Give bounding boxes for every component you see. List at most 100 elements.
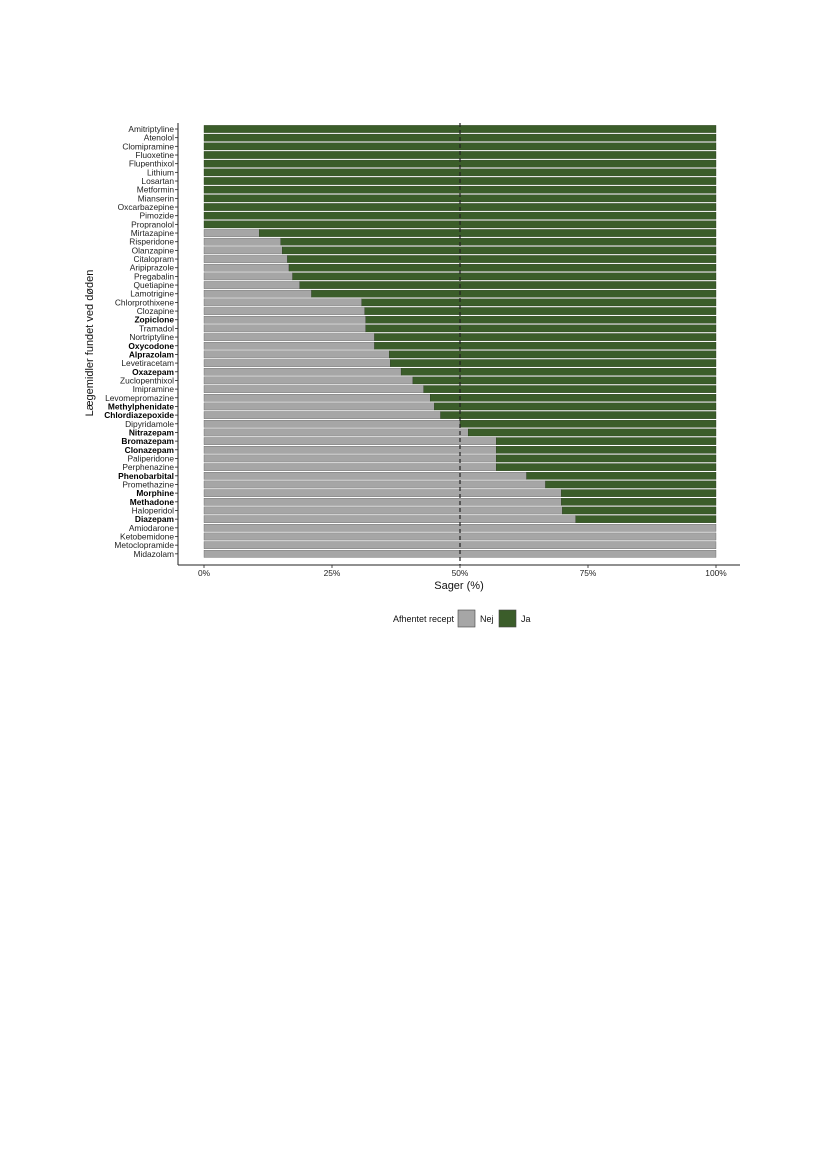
y-tick-label-levetiracetam: Levetiracetam xyxy=(121,358,174,368)
y-axis-title: Lægemidler fundet ved døden xyxy=(84,270,96,417)
y-tick-label-citalopram: Citalopram xyxy=(134,254,175,264)
y-tick-label-midazolam: Midazolam xyxy=(134,549,175,559)
bar-ja-lamotrigine xyxy=(311,289,717,298)
bar-nej-haloperidol xyxy=(203,506,563,515)
bar-ja-aripiprazole xyxy=(288,263,717,272)
y-tick-label-clozapine: Clozapine xyxy=(137,306,175,316)
y-tick-label-metoclopramide: Metoclopramide xyxy=(114,540,174,550)
y-tick-label-levomepromazine: Levomepromazine xyxy=(105,393,174,403)
bar-nej-chlordiazepoxide xyxy=(203,411,441,419)
y-tick-label-olanzapine: Olanzapine xyxy=(132,245,175,255)
bar-nej-paliperidone xyxy=(203,454,497,463)
y-tick-label-pimozide: Pimozide xyxy=(140,211,175,221)
bar-ja-clozapine xyxy=(364,307,717,315)
y-tick-label-methylphenidate: Methylphenidate xyxy=(108,401,174,411)
bar-ja-olanzapine xyxy=(282,246,717,255)
x-tick-label: 25% xyxy=(324,568,341,578)
bar-ja-zopiclone xyxy=(365,315,717,324)
bar-ja-levetiracetam xyxy=(390,359,717,367)
bar-ja-zuclopenthixol xyxy=(412,376,717,385)
bar-ja-nortriptyline xyxy=(374,333,717,341)
bar-nej-quetiapine xyxy=(203,281,300,289)
y-tick-label-amiodarone: Amiodarone xyxy=(129,523,175,533)
y-tick-label-perphenazine: Perphenazine xyxy=(122,462,174,472)
x-tick-label: 0% xyxy=(198,568,211,578)
x-axis-title: Sager (%) xyxy=(434,580,484,592)
y-tick-label-chlordiazepoxide: Chlordiazepoxide xyxy=(104,410,174,420)
bar-ja-clonazepam xyxy=(496,446,717,454)
bar-nej-aripiprazole xyxy=(203,263,290,272)
bar-nej-levetiracetam xyxy=(203,359,391,367)
y-tick-label-chlorprothixene: Chlorprothixene xyxy=(115,297,174,307)
y-tick-label-clomipramine: Clomipramine xyxy=(122,141,174,151)
legend-swatch-nej xyxy=(457,609,476,628)
bar-ja-pregabalin xyxy=(292,272,717,281)
y-tick-label-propranolol: Propranolol xyxy=(131,219,174,229)
bar-nej-perphenazine xyxy=(203,463,497,471)
y-tick-label-oxycodone: Oxycodone xyxy=(128,341,174,351)
x-tick-label: 75% xyxy=(580,568,597,578)
y-tick-label-phenobarbital: Phenobarbital xyxy=(118,471,174,481)
y-tick-label-alprazolam: Alprazolam xyxy=(129,349,174,359)
bar-ja-risperidone xyxy=(280,237,717,246)
bar-ja-haloperidol xyxy=(562,506,717,515)
y-tick-label-bromazepam: Bromazepam xyxy=(121,436,174,446)
bar-ja-methylphenidate xyxy=(434,402,717,411)
y-tick-label-oxazepam: Oxazepam xyxy=(132,367,174,377)
y-tick-label-atenolol: Atenolol xyxy=(144,133,174,143)
y-tick-label-haloperidol: Haloperidol xyxy=(132,505,175,515)
bar-nej-tramadol xyxy=(203,324,366,333)
bar-nej-nitrazepam xyxy=(203,428,469,437)
y-tick-label-risperidone: Risperidone xyxy=(129,237,174,247)
bar-nej-bromazepam xyxy=(203,437,497,445)
legend-label-nej: Nej xyxy=(480,614,494,624)
y-tick-label-oxcarbazepine: Oxcarbazepine xyxy=(118,202,175,212)
bar-ja-chlorprothixene xyxy=(361,298,717,307)
y-tick-label-methadone: Methadone xyxy=(130,497,175,507)
legend-title: Afhentet recept xyxy=(393,614,455,624)
bar-ja-quetiapine xyxy=(299,281,717,289)
y-tick-label-lithium: Lithium xyxy=(147,167,174,177)
bar-nej-methylphenidate xyxy=(203,402,435,411)
y-tick-label-promethazine: Promethazine xyxy=(122,479,174,489)
y-tick-label-clonazepam: Clonazepam xyxy=(125,445,174,455)
bar-nej-zopiclone xyxy=(203,315,366,324)
bar-ja-bromazepam xyxy=(496,437,717,445)
y-tick-label-diazepam: Diazepam xyxy=(135,514,174,524)
y-tick-label-amitriptyline: Amitriptyline xyxy=(128,124,174,134)
bar-nej-pregabalin xyxy=(203,272,293,281)
x-tick-label: 50% xyxy=(452,568,469,578)
x-tick-labels: 0% 25% 50% 75% 100% xyxy=(198,565,727,578)
legend-label-ja: Ja xyxy=(521,614,531,624)
y-tick-label-mianserin: Mianserin xyxy=(138,193,175,203)
y-tick-label-dipyridamole: Dipyridamole xyxy=(125,419,174,429)
bar-ja-promethazine xyxy=(545,480,717,489)
bar-ja-dipyridamole xyxy=(459,420,717,428)
bar-ja-phenobarbital xyxy=(526,472,717,480)
bar-nej-nortriptyline xyxy=(203,333,375,341)
bar-nej-clozapine xyxy=(203,307,365,315)
bar-nej-levomepromazine xyxy=(203,393,431,402)
bar-ja-citalopram xyxy=(287,255,717,263)
y-tick-label-zopiclone: Zopiclone xyxy=(134,315,174,325)
bar-ja-oxazepam xyxy=(400,367,717,376)
legend-swatch-ja xyxy=(498,609,517,628)
bar-nej-mirtazapine xyxy=(203,229,260,237)
bar-ja-levomepromazine xyxy=(430,393,717,402)
x-tick-label: 100% xyxy=(705,568,727,578)
y-tick-label-fluoxetine: Fluoxetine xyxy=(135,150,174,160)
y-tick-label-tramadol: Tramadol xyxy=(139,323,174,333)
bar-nej-oxycodone xyxy=(203,341,375,350)
bar-ja-oxycodone xyxy=(374,341,717,350)
bar-nej-oxazepam xyxy=(203,367,402,376)
bar-ja-tramadol xyxy=(365,324,717,333)
bar-nej-lamotrigine xyxy=(203,289,312,298)
bar-nej-promethazine xyxy=(203,480,546,489)
bar-nej-dipyridamole xyxy=(203,420,461,428)
y-tick-label-nortriptyline: Nortriptyline xyxy=(129,332,174,342)
y-tick-label-losartan: Losartan xyxy=(141,176,174,186)
y-tick-label-nitrazepam: Nitrazepam xyxy=(129,427,174,437)
bar-ja-methadone xyxy=(561,498,717,506)
bar-ja-perphenazine xyxy=(496,463,717,471)
bar-ja-imipramine xyxy=(423,385,717,393)
